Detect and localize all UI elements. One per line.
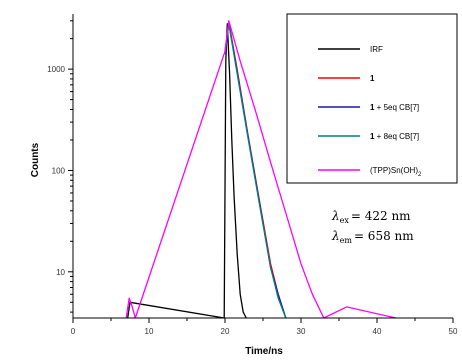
lambda-ex-label: λex = 422 nm: [331, 209, 411, 225]
x-tick-label: 40: [373, 327, 382, 336]
series-line-2: [224, 22, 287, 319]
legend-label-4: (TPP)Sn(OH)2: [370, 166, 422, 178]
axis-ticks: 0 10 20 30 40 50 10 100 1000: [47, 20, 458, 336]
series-line-3: [224, 23, 287, 319]
x-tick-label: 10: [145, 327, 154, 336]
y-tick-label: 100: [52, 166, 66, 175]
legend-box: [286, 13, 458, 184]
x-tick-label: 20: [221, 327, 230, 336]
x-tick-label: 50: [449, 327, 458, 336]
legend-label-0: IRF: [370, 45, 383, 54]
legend-label-2: 1 + 5eq CB[7]: [370, 103, 419, 112]
legend-label-3: 1 + 8eq CB[7]: [370, 132, 419, 141]
excitation-emission-annotation: λex = 422 nm λem = 658 nm: [331, 209, 414, 245]
x-tick-label: 0: [71, 327, 76, 336]
x-tick-label: 30: [297, 327, 306, 336]
x-axis-title: Time/ns: [245, 346, 283, 357]
lambda-em-label: λem = 658 nm: [331, 229, 414, 245]
y-tick-label: 1000: [47, 65, 65, 74]
series-line-1: [224, 21, 287, 319]
series-line-4: [125, 20, 397, 319]
legend-label-1: 1: [370, 74, 375, 83]
plot-area: [125, 20, 397, 319]
y-axis-title: Counts: [30, 142, 41, 177]
legend: IRF 1 1 + 5eq CB[7] 1 + 8eq CB[7] (TPP)Sn(OH…: [286, 13, 458, 184]
y-tick-label: 10: [56, 268, 65, 277]
series-line-0: [127, 23, 247, 319]
